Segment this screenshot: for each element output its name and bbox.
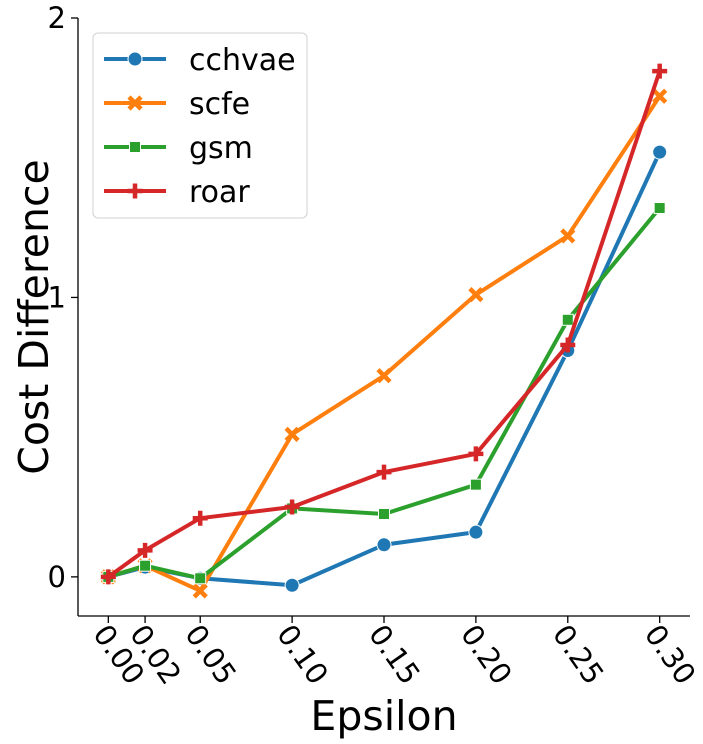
legend-item-scfe: scfe [104, 87, 250, 122]
data-point-cchvae [652, 144, 668, 160]
series-line-roar [106, 69, 662, 579]
data-point-gsm [561, 313, 574, 326]
legend-marker [127, 183, 143, 199]
legend-box [92, 32, 308, 219]
data-point-gsm [139, 559, 152, 572]
x-tick-label: 0.25 [546, 618, 611, 690]
data-point-cchvae [468, 524, 484, 540]
data-point-scfe [560, 228, 576, 244]
legend-marker [127, 95, 143, 111]
data-point-scfe [284, 426, 300, 442]
y-tick-label: 2 [48, 1, 66, 35]
x-tick-label: 0.05 [178, 618, 243, 690]
data-point-gsm [194, 572, 207, 585]
data-point-cchvae [284, 577, 300, 593]
series-roar [100, 63, 668, 585]
series-line-scfe [106, 94, 662, 593]
legend-item-gsm: gsm [104, 131, 253, 166]
data-point-cchvae [376, 537, 392, 553]
data-point-scfe [468, 287, 484, 303]
data-point-roar [192, 510, 208, 526]
data-point-roar [100, 569, 116, 585]
y-tick-label: 0 [48, 560, 66, 594]
data-point-scfe [376, 368, 392, 384]
legend-label: gsm [189, 131, 253, 166]
data-point-gsm [378, 508, 390, 521]
x-tick-label: 0.20 [454, 618, 519, 690]
data-point-roar [137, 542, 153, 558]
x-tick-label: 0.10 [270, 618, 335, 690]
x-axis-title: Epsilon [310, 692, 457, 740]
data-point-roar [284, 499, 300, 515]
y-tick-label: 1 [48, 280, 66, 314]
series-gsm [102, 202, 666, 585]
legend: cchvae scfe gsm roar [92, 32, 308, 219]
legend-marker [129, 141, 141, 153]
series-line-gsm [106, 206, 662, 581]
legend-label: roar [189, 175, 250, 210]
x-tick-label: 0.15 [362, 618, 427, 690]
data-point-scfe [652, 88, 668, 104]
data-point-gsm [469, 478, 482, 491]
data-point-gsm [653, 202, 666, 215]
series-layer [100, 63, 668, 599]
data-point-roar [560, 337, 576, 353]
legend-item-roar: roar [104, 175, 250, 210]
y-axis-title: Cost Difference [10, 159, 58, 475]
legend-marker [127, 51, 143, 67]
legend-label: scfe [189, 87, 250, 122]
legend-label: cchvae [189, 43, 296, 78]
data-point-roar [376, 464, 392, 480]
data-point-roar [652, 63, 668, 79]
data-point-scfe [192, 583, 208, 599]
data-point-roar [468, 446, 484, 462]
legend-item-cchvae: cchvae [104, 43, 296, 78]
x-tick-label: 0.30 [638, 618, 703, 690]
